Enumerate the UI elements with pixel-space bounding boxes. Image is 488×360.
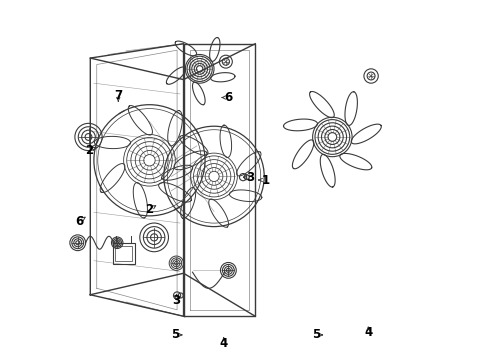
Text: 7: 7 — [114, 89, 122, 102]
Bar — [112, 243, 135, 264]
Text: 6: 6 — [224, 91, 232, 104]
Text: 1: 1 — [262, 174, 269, 186]
Text: 3: 3 — [172, 294, 180, 307]
Text: 5: 5 — [171, 328, 180, 341]
Text: 3: 3 — [245, 171, 253, 184]
Bar — [115, 246, 132, 261]
Text: 4: 4 — [364, 326, 371, 339]
Text: 2: 2 — [145, 203, 153, 216]
Text: 2: 2 — [85, 144, 93, 157]
Text: 5: 5 — [311, 328, 320, 341]
Text: 4: 4 — [219, 337, 227, 350]
Text: 6: 6 — [75, 215, 83, 228]
